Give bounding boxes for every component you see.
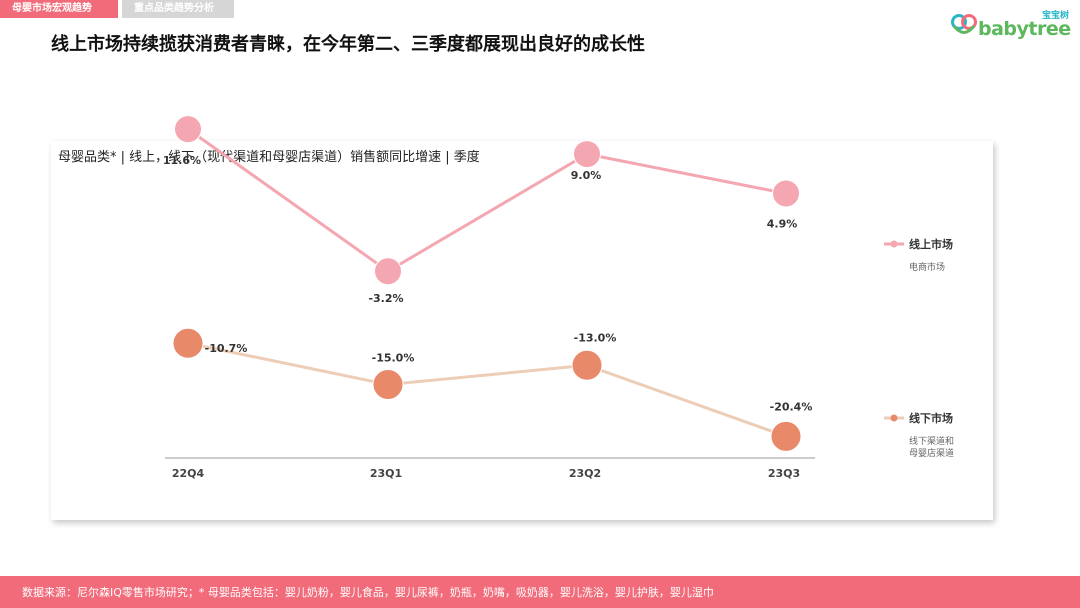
footer-source-note: 数据来源：尼尔森IQ零售市场研究；* 母婴品类包括：婴儿奶粉，婴儿食品，婴儿尿裤… — [22, 586, 714, 599]
legend-label-1: 线下市场 — [909, 411, 953, 425]
data-point — [172, 327, 204, 359]
legend-sublabel: 母婴店渠道 — [909, 447, 954, 459]
section-tabs: 母婴市场宏观趋势 重点品类趋势分析 — [0, 0, 234, 18]
series-line-1 — [187, 341, 787, 438]
data-point — [772, 179, 800, 208]
babytree-logo: 宝宝树 babytree — [950, 8, 1074, 40]
x-tick-label: 23Q1 — [370, 467, 402, 480]
babytree-heart-logo-icon — [951, 14, 977, 34]
legend-sublabel: 电商市场 — [909, 261, 945, 273]
tab-category-analysis[interactable]: 重点品类趋势分析 — [122, 0, 234, 18]
legend-label-0: 线上市场 — [909, 237, 953, 251]
series-line-0 — [187, 127, 787, 273]
data-label: -15.0% — [372, 352, 415, 365]
data-point — [573, 140, 601, 169]
legend-sublabel: 线下渠道和 — [909, 435, 954, 447]
data-label: -3.2% — [368, 292, 403, 305]
logo-badge: 宝宝树 — [1042, 11, 1070, 21]
page-title: 线上市场持续揽获消费者青睐，在今年第二、三季度都展现出良好的成长性 — [51, 34, 645, 55]
data-point — [174, 115, 202, 144]
x-tick-label: 22Q4 — [172, 467, 205, 480]
data-point — [372, 369, 404, 400]
data-label: -10.7% — [205, 342, 248, 355]
chart-card — [51, 141, 993, 520]
data-label: -20.4% — [770, 400, 813, 413]
data-point — [571, 349, 603, 381]
chart-title: 母婴品类* | 线上，线下（现代渠道和母婴店渠道）销售额同比增速 | 季度 — [58, 150, 480, 165]
data-label: 9.0% — [571, 169, 602, 182]
legend-marker-1 — [890, 414, 898, 422]
data-label: 11.6% — [163, 154, 201, 167]
x-tick-label: 23Q3 — [768, 467, 800, 480]
x-tick-label: 23Q2 — [569, 467, 601, 480]
footer-bar: 数据来源：尼尔森IQ零售市场研究；* 母婴品类包括：婴儿奶粉，婴儿食品，婴儿尿裤… — [0, 576, 1080, 608]
tab-market-trends[interactable]: 母婴市场宏观趋势 — [0, 0, 118, 18]
data-label: -13.0% — [574, 331, 617, 344]
data-point — [374, 257, 402, 286]
logo-wordmark: babytree — [978, 18, 1071, 40]
legend-marker-0 — [890, 240, 898, 248]
data-label: 4.9% — [767, 217, 798, 230]
data-point — [770, 420, 802, 452]
